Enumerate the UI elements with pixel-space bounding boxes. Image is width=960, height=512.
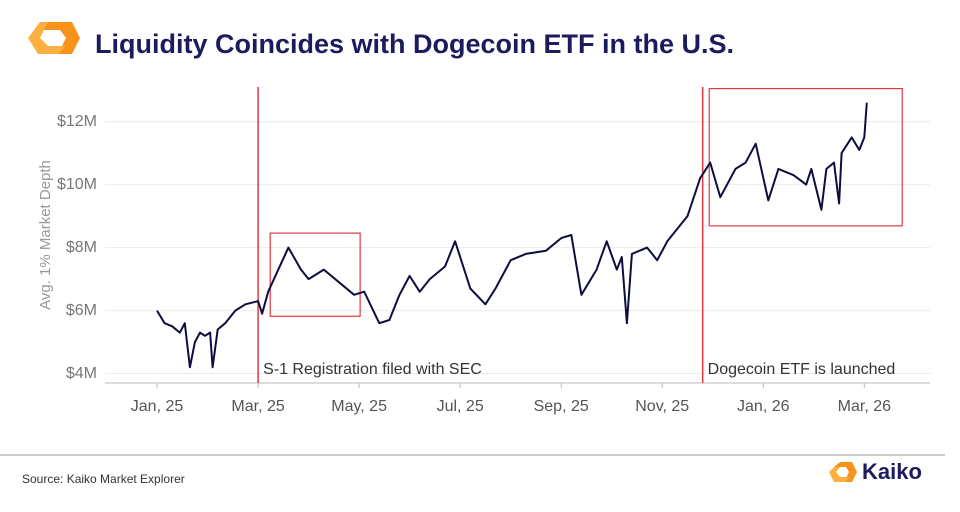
y-tick-label: $12M [57,113,97,130]
highlight-box [708,87,903,227]
x-tick-label: Nov, 25 [635,398,689,415]
logo-bottom [829,462,857,482]
highlight-box [269,232,361,317]
x-tick-label: Jan, 25 [131,398,184,415]
x-tick-label: May, 25 [331,398,387,415]
y-tick-label: $10M [57,176,97,193]
event-label: Dogecoin ETF is launched [708,361,896,378]
x-tick-label: Jul, 25 [437,398,484,415]
brand: Kaiko [862,459,922,484]
y-tick-label: $8M [66,239,97,256]
event-label: S-1 Registration filed with SEC [263,361,482,378]
x-tick-label: Sep, 25 [534,398,589,415]
logo-shape [829,467,850,482]
chart-title: Liquidity Coincides with Dogecoin ETF in… [95,29,734,59]
y-tick-label: $6M [66,302,97,319]
x-tick-label: Mar, 26 [838,398,891,415]
data-line [156,102,868,369]
logo-shape [40,22,80,54]
y-tick-label: $4M [66,365,97,382]
y-axis-label: Avg. 1% Market Depth [37,160,54,310]
source: Source: Kaiko Market Explorer [22,472,185,486]
logo-shape [28,22,66,54]
logo-top [28,22,80,54]
x-tick-label: Jan, 26 [737,398,790,415]
x-tick-label: Mar, 25 [231,398,284,415]
